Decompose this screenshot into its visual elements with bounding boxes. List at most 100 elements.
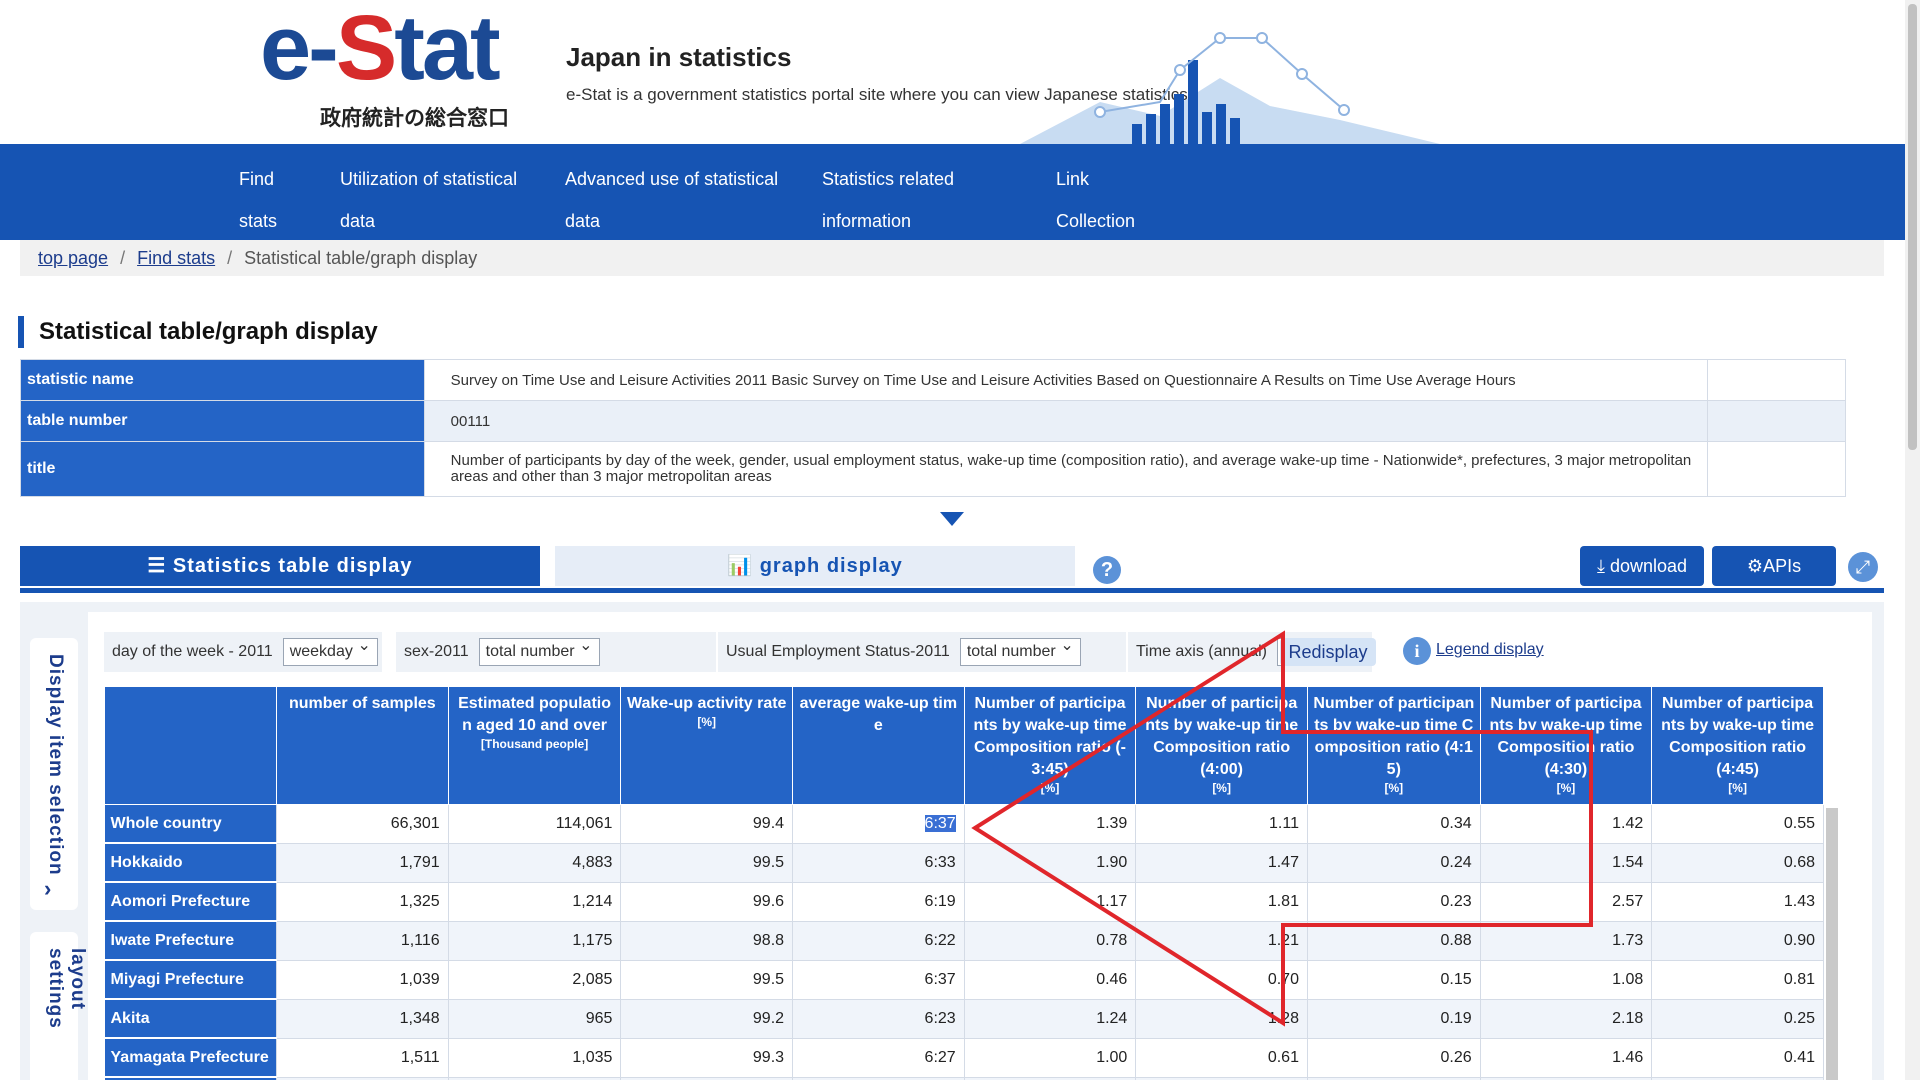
table-cell[interactable]: 1.90 bbox=[964, 843, 1137, 883]
table-cell[interactable]: 2.18 bbox=[1480, 999, 1653, 1039]
row-header: Iwate Prefecture bbox=[104, 921, 277, 961]
table-cell[interactable]: 1.73 bbox=[1480, 921, 1653, 961]
table-cell[interactable]: 2.57 bbox=[1480, 882, 1653, 922]
page-scrollbar-thumb[interactable] bbox=[1908, 4, 1917, 450]
table-cell[interactable]: 1,511 bbox=[276, 1038, 449, 1078]
table-cell[interactable]: 1,175 bbox=[448, 921, 622, 961]
table-cell[interactable]: 0.25 bbox=[1651, 999, 1824, 1039]
table-cell[interactable]: 6:33 bbox=[792, 843, 965, 883]
table-cell[interactable]: 6:27 bbox=[792, 1038, 965, 1078]
table-cell[interactable]: 6:23 bbox=[792, 999, 965, 1039]
page-scrollbar[interactable] bbox=[1905, 0, 1920, 1080]
table-cell[interactable]: 6:19 bbox=[792, 882, 965, 922]
table-cell[interactable]: 0.46 bbox=[964, 960, 1137, 1000]
table-cell[interactable]: 0.78 bbox=[964, 921, 1137, 961]
table-cell[interactable]: 1.42 bbox=[1480, 804, 1653, 844]
table-row: Whole country 66,301 114,061 99.4 6:37 1.39 1.… bbox=[104, 804, 1824, 844]
table-cell[interactable]: 0.23 bbox=[1307, 882, 1481, 922]
table-cell[interactable]: 1.17 bbox=[964, 882, 1137, 922]
table-cell[interactable] bbox=[448, 1077, 622, 1080]
table-cell[interactable]: 1,791 bbox=[276, 843, 449, 883]
table-cell[interactable]: 66,301 bbox=[276, 804, 449, 844]
table-cell[interactable] bbox=[1480, 1077, 1653, 1080]
table-cell[interactable]: 1,039 bbox=[276, 960, 449, 1000]
table-cell[interactable] bbox=[276, 1077, 449, 1080]
table-cell[interactable]: 1.24 bbox=[964, 999, 1137, 1039]
estat-logo[interactable]: e-Stat 政府統計の総合窓口 bbox=[260, 0, 509, 130]
table-cell[interactable]: 6:37 bbox=[792, 804, 965, 844]
layout-settings-tab[interactable]: layout settings bbox=[30, 932, 88, 1092]
table-cell[interactable]: 0.68 bbox=[1651, 843, 1824, 883]
table-cell[interactable]: 99.4 bbox=[620, 804, 794, 844]
table-cell[interactable]: 965 bbox=[448, 999, 622, 1039]
nav-advanced-use[interactable]: Advanced use of statistical data bbox=[565, 169, 779, 231]
table-cell[interactable]: 1.21 bbox=[1135, 921, 1308, 961]
table-cell[interactable] bbox=[1651, 1077, 1824, 1080]
expand-info-arrow-icon[interactable] bbox=[940, 512, 964, 526]
grid-vertical-scrollbar[interactable] bbox=[1826, 808, 1838, 1080]
table-cell[interactable]: 1.28 bbox=[1135, 999, 1308, 1039]
table-cell[interactable]: 6:37 bbox=[792, 960, 965, 1000]
table-cell[interactable]: 1.43 bbox=[1651, 882, 1824, 922]
table-cell[interactable]: 1.39 bbox=[964, 804, 1137, 844]
table-cell[interactable]: 1,214 bbox=[448, 882, 622, 922]
table-cell[interactable]: 99.5 bbox=[620, 960, 794, 1000]
table-cell[interactable]: 1.11 bbox=[1135, 804, 1308, 844]
breadcrumb-top-page[interactable]: top page bbox=[38, 248, 109, 268]
employment-status-select[interactable]: total number bbox=[959, 633, 1081, 666]
breadcrumb-find-stats[interactable]: Find stats bbox=[137, 248, 216, 268]
table-cell[interactable]: 1,348 bbox=[276, 999, 449, 1039]
redisplay-button[interactable]: Redisplay bbox=[1280, 638, 1376, 666]
table-cell[interactable]: 99.3 bbox=[620, 1038, 794, 1078]
table-cell[interactable]: 1.54 bbox=[1480, 843, 1653, 883]
table-cell[interactable]: 0.41 bbox=[1651, 1038, 1824, 1078]
table-cell[interactable]: 0.15 bbox=[1307, 960, 1481, 1000]
gears-icon: ⚙ bbox=[1746, 556, 1764, 576]
table-cell[interactable]: 99.5 bbox=[620, 843, 794, 883]
table-cell[interactable]: 0.19 bbox=[1307, 999, 1481, 1039]
fullscreen-icon[interactable]: ⤢ bbox=[1848, 552, 1878, 582]
table-cell[interactable]: 98.8 bbox=[620, 921, 794, 961]
table-cell[interactable]: 0.81 bbox=[1651, 960, 1824, 1000]
table-cell[interactable]: 1,325 bbox=[276, 882, 449, 922]
download-button[interactable]: ⤓ download bbox=[1580, 546, 1704, 586]
table-cell[interactable]: 0.26 bbox=[1307, 1038, 1481, 1078]
nav-statistics-related[interactable]: Statistics related information bbox=[822, 169, 955, 231]
table-cell[interactable]: 4,883 bbox=[448, 843, 622, 883]
table-cell[interactable]: 1.00 bbox=[964, 1038, 1137, 1078]
table-cell[interactable]: 1.47 bbox=[1135, 843, 1308, 883]
table-cell[interactable] bbox=[620, 1077, 794, 1080]
day-of-week-select[interactable]: weekday bbox=[282, 633, 378, 666]
nav-utilization[interactable]: Utilization of statistical data bbox=[340, 169, 518, 231]
table-cell[interactable]: 2,085 bbox=[448, 960, 622, 1000]
legend-display-link[interactable]: Legend display bbox=[1436, 641, 1544, 658]
display-item-selection-tab[interactable]: Display item selection › bbox=[30, 638, 78, 910]
table-cell[interactable] bbox=[1135, 1077, 1308, 1080]
table-cell[interactable]: 1,035 bbox=[448, 1038, 622, 1078]
table-cell[interactable] bbox=[1307, 1077, 1481, 1080]
table-cell[interactable]: 0.70 bbox=[1135, 960, 1308, 1000]
table-cell[interactable]: 0.34 bbox=[1307, 804, 1481, 844]
table-cell[interactable]: 6:22 bbox=[792, 921, 965, 961]
table-cell[interactable] bbox=[792, 1077, 965, 1080]
table-cell[interactable]: 99.6 bbox=[620, 882, 794, 922]
table-cell[interactable]: 0.88 bbox=[1307, 921, 1481, 961]
table-cell[interactable]: 0.55 bbox=[1651, 804, 1824, 844]
table-cell[interactable]: 1.81 bbox=[1135, 882, 1308, 922]
nav-find-stats[interactable]: Find stats bbox=[239, 169, 278, 231]
tab-statistics-table[interactable]: ☰ Statistics table display bbox=[20, 546, 540, 586]
help-icon[interactable]: ? bbox=[1093, 556, 1121, 584]
table-cell[interactable]: 114,061 bbox=[448, 804, 622, 844]
table-cell[interactable]: 1.46 bbox=[1480, 1038, 1653, 1078]
table-cell[interactable]: 1.08 bbox=[1480, 960, 1653, 1000]
table-cell[interactable]: 0.24 bbox=[1307, 843, 1481, 883]
table-cell[interactable]: 0.61 bbox=[1135, 1038, 1308, 1078]
table-cell[interactable]: 0.90 bbox=[1651, 921, 1824, 961]
sex-select[interactable]: total number bbox=[478, 633, 600, 666]
tab-graph-display[interactable]: 📊 graph display bbox=[555, 546, 1075, 586]
nav-link-collection[interactable]: Link Collection bbox=[1056, 169, 1136, 231]
apis-button[interactable]: ⚙APIs bbox=[1712, 546, 1836, 586]
table-cell[interactable] bbox=[964, 1077, 1137, 1080]
table-cell[interactable]: 1,116 bbox=[276, 921, 449, 961]
table-cell[interactable]: 99.2 bbox=[620, 999, 794, 1039]
